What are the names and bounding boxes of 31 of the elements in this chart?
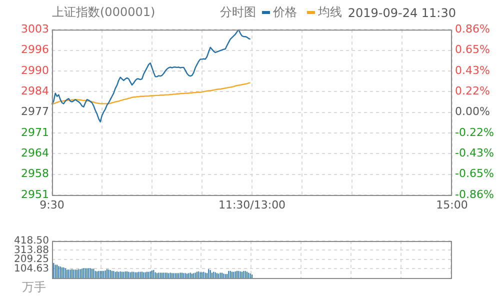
y-tick-label: 313.88 <box>14 244 49 256</box>
y-tick-label: 2951 <box>21 188 49 201</box>
y-tick-label: 2964 <box>21 146 49 160</box>
y-tick-label: 2996 <box>21 43 49 56</box>
y2-tick-label: 0.22% <box>455 84 490 98</box>
y-tick-label: 418.50 <box>14 236 49 247</box>
legend-label: 均线 <box>318 4 342 21</box>
y-tick-label: 2984 <box>21 84 49 98</box>
y2-tick-label: -0.86% <box>455 188 494 201</box>
x-tick-label: 9:30 <box>40 198 64 212</box>
text: 2019-09-24 11:30 <box>348 6 456 20</box>
y2-tick-label: 0.65% <box>455 43 490 56</box>
y-tick-label: 2971 <box>21 126 49 139</box>
y2-tick-label: 0.86% <box>455 22 490 36</box>
y-tick-label: 2977 <box>21 105 49 118</box>
y2-tick-label: 0.43% <box>455 64 490 77</box>
x-tick-label: 11:30/13:00 <box>218 198 286 212</box>
chart-title: 上证指数(000001) <box>52 4 156 21</box>
legend-label: 价格 <box>272 4 297 21</box>
y2-tick-label: 0.00% <box>455 105 490 118</box>
y-tick-label: 2990 <box>21 64 49 77</box>
y-tick-label: 104.63 <box>14 263 49 274</box>
chart-subtitle: 分时图 <box>220 4 256 21</box>
y-tick-label: 3003 <box>21 22 49 36</box>
y-tick-label: 209.25 <box>14 254 49 266</box>
y-axis-title: 万手 <box>22 279 46 296</box>
x-tick-label: 15:00 <box>436 198 468 212</box>
y-tick-label: 2958 <box>21 167 49 180</box>
y2-tick-label: -0.65% <box>455 167 494 180</box>
y2-tick-label: -0.22% <box>455 126 494 139</box>
y2-tick-label: -0.43% <box>455 146 494 160</box>
